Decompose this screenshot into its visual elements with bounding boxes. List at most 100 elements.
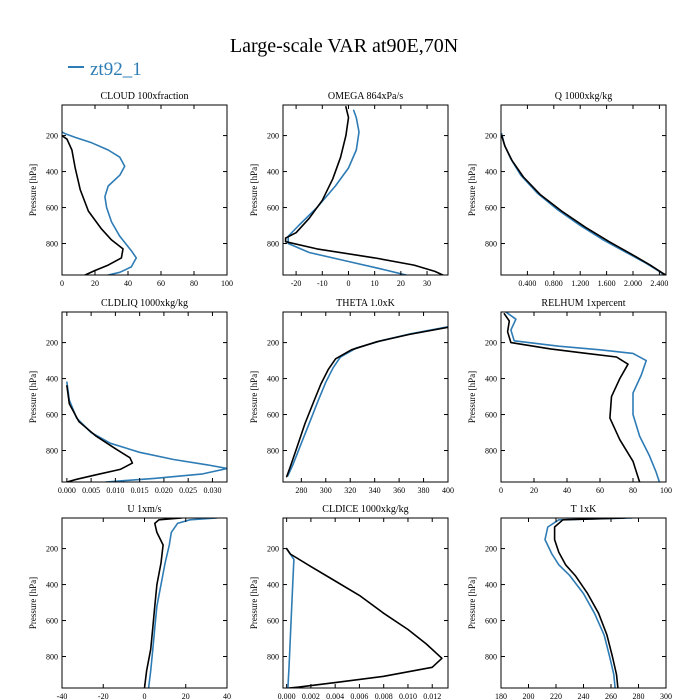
x-tick-label: 0.020 bbox=[155, 486, 173, 495]
series-line bbox=[553, 518, 626, 688]
x-tick-label: 180 bbox=[495, 692, 507, 700]
panel-title: CLOUD 100xfraction bbox=[100, 91, 188, 102]
series-group bbox=[284, 106, 444, 275]
series-group bbox=[501, 133, 666, 275]
x-tick-label: 320 bbox=[344, 486, 356, 495]
x-tick-label: 0.004 bbox=[326, 692, 344, 700]
panel-title: OMEGA 864xPa/s bbox=[328, 91, 403, 102]
series-group bbox=[544, 518, 633, 688]
x-tick-label: 380 bbox=[418, 486, 430, 495]
y-tick-label: 800 bbox=[267, 447, 279, 456]
plot-frame bbox=[282, 517, 449, 689]
chart-panel: RELHUM 1xpercent 0 20 40 60 80 100 200 400 600 800… bbox=[467, 298, 672, 495]
y-tick-label: 800 bbox=[46, 240, 58, 249]
plot-frame bbox=[282, 104, 449, 276]
y-axis-label: Pressure [hPa] bbox=[28, 577, 38, 629]
x-tick-label: 240 bbox=[578, 692, 590, 700]
y-tick-label: 800 bbox=[267, 240, 279, 249]
x-tick-label: 220 bbox=[550, 692, 562, 700]
x-tick-label: 60 bbox=[157, 279, 165, 288]
y-tick-label: 800 bbox=[46, 653, 58, 662]
chart-panel: CLDLIQ 1000xkg/kg 0.000 0.005 0.010 0.015 0.0… bbox=[28, 298, 228, 495]
y-axis-label: Pressure [hPa] bbox=[467, 577, 477, 629]
x-tick-label: 300 bbox=[660, 692, 672, 700]
x-tick-label: 20 bbox=[182, 692, 190, 700]
x-tick-label: 40 bbox=[563, 486, 571, 495]
series-line bbox=[284, 106, 444, 275]
y-tick-label: 200 bbox=[46, 339, 58, 348]
x-tick-label: 0 bbox=[143, 692, 147, 700]
x-tick-label: 10 bbox=[371, 279, 379, 288]
series-line bbox=[66, 385, 134, 482]
x-tick-label: -40 bbox=[57, 692, 68, 700]
x-tick-label: 0.015 bbox=[131, 486, 149, 495]
x-tick-label: 0.012 bbox=[423, 692, 441, 700]
y-tick-label: 400 bbox=[267, 375, 279, 384]
x-tick-label: 0.005 bbox=[82, 486, 100, 495]
plot-frame bbox=[61, 311, 228, 483]
y-tick-label: 600 bbox=[267, 411, 279, 420]
panel-title: T 1xK bbox=[571, 504, 597, 515]
y-axis-label: Pressure [hPa] bbox=[467, 164, 477, 216]
panel-title: THETA 1.0xK bbox=[336, 298, 395, 309]
series-group bbox=[285, 547, 443, 688]
series-line bbox=[285, 547, 443, 688]
plot-frame bbox=[500, 311, 667, 483]
y-tick-label: 600 bbox=[485, 617, 497, 626]
series-group bbox=[143, 518, 218, 688]
chart-panel: OMEGA 864xPa/s -20 -10 0 10 20 30 200 400 600 800 P… bbox=[249, 91, 449, 288]
x-tick-label: 0.002 bbox=[302, 692, 320, 700]
x-tick-label: 1.600 bbox=[598, 279, 616, 288]
legend-label: zt92_1 bbox=[90, 59, 142, 80]
y-tick-label: 400 bbox=[267, 581, 279, 590]
y-tick-label: 200 bbox=[46, 132, 58, 141]
x-tick-label: 1.200 bbox=[571, 279, 589, 288]
y-tick-label: 600 bbox=[485, 411, 497, 420]
series-line bbox=[285, 547, 295, 688]
series-group bbox=[66, 381, 227, 482]
y-tick-label: 400 bbox=[485, 375, 497, 384]
series-line bbox=[503, 313, 641, 482]
x-tick-label: 0.800 bbox=[545, 279, 563, 288]
x-tick-label: 80 bbox=[629, 486, 637, 495]
plot-frame bbox=[500, 104, 667, 276]
x-tick-label: 200 bbox=[523, 692, 535, 700]
x-tick-label: 0.000 bbox=[58, 486, 76, 495]
x-tick-label: 40 bbox=[124, 279, 132, 288]
x-tick-label: 360 bbox=[393, 486, 405, 495]
x-tick-label: 40 bbox=[223, 692, 231, 700]
y-tick-label: 200 bbox=[46, 545, 58, 554]
x-tick-label: 100 bbox=[221, 279, 233, 288]
y-tick-label: 200 bbox=[267, 339, 279, 348]
series-group bbox=[285, 326, 448, 478]
series-group bbox=[62, 131, 138, 275]
y-tick-label: 600 bbox=[46, 411, 58, 420]
x-tick-label: 340 bbox=[369, 486, 381, 495]
y-tick-label: 800 bbox=[46, 447, 58, 456]
x-tick-label: 2.000 bbox=[624, 279, 642, 288]
series-line bbox=[501, 133, 665, 275]
y-tick-label: 400 bbox=[46, 581, 58, 590]
x-tick-label: 0.400 bbox=[518, 279, 536, 288]
x-tick-label: 0.000 bbox=[278, 692, 296, 700]
plot-frame bbox=[61, 104, 228, 276]
series-line bbox=[143, 518, 183, 688]
series-line bbox=[287, 326, 448, 477]
panel-title: CLDICE 1000xkg/kg bbox=[322, 504, 408, 515]
y-tick-label: 400 bbox=[485, 168, 497, 177]
panel-title: CLDLIQ 1000xkg/kg bbox=[101, 298, 188, 309]
y-tick-label: 400 bbox=[46, 168, 58, 177]
plot-frame bbox=[61, 517, 228, 689]
y-tick-label: 600 bbox=[46, 617, 58, 626]
x-tick-label: -20 bbox=[98, 692, 109, 700]
y-axis-label: Pressure [hPa] bbox=[28, 164, 38, 216]
x-tick-label: 100 bbox=[660, 486, 672, 495]
x-tick-label: 0 bbox=[346, 279, 350, 288]
legend: zt92_1 bbox=[68, 59, 142, 80]
series-line bbox=[544, 518, 633, 688]
series-line bbox=[287, 109, 407, 275]
x-tick-label: 280 bbox=[295, 486, 307, 495]
x-tick-label: 0.006 bbox=[350, 692, 368, 700]
x-tick-label: 0.010 bbox=[399, 692, 417, 700]
